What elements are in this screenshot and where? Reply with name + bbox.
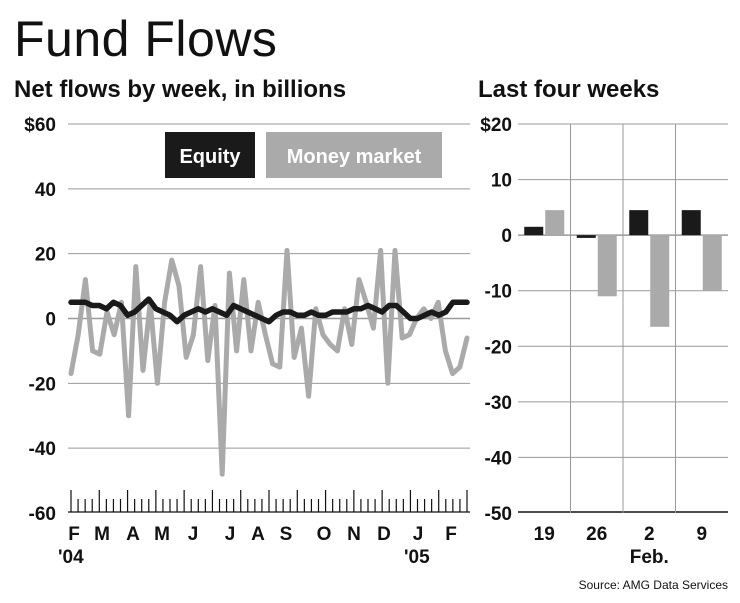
week-label: 2 (644, 524, 655, 545)
chart-title: Fund Flows (14, 11, 278, 67)
legend-label-money-market: Money market (287, 146, 422, 168)
y-tick-label: 0 (45, 310, 56, 331)
line-chart-subtitle: Net flows by week, in billions (14, 76, 347, 103)
y-tick-label: 40 (35, 180, 56, 201)
bar-equity (524, 226, 544, 236)
y-tick-label: -40 (29, 439, 56, 460)
y-tick-label: -20 (29, 374, 56, 395)
legend-swatch-money-market (266, 132, 442, 178)
year-label: '04 (58, 547, 84, 568)
legend-label-equity: Equity (179, 146, 241, 168)
y-tick-label: -30 (485, 393, 512, 414)
month-label: O (317, 524, 332, 545)
bar-money-market (650, 235, 670, 327)
bar-chart-subtitle: Last four weeks (478, 76, 660, 103)
month-label: J (225, 524, 236, 545)
y-tick-label: -40 (485, 448, 512, 469)
y-tick-label: -20 (485, 337, 512, 358)
month-label: J (188, 524, 199, 545)
money-market-line (68, 247, 470, 477)
month-label: Feb. (630, 547, 669, 568)
week-label: 19 (534, 524, 555, 545)
week-label: 26 (586, 524, 607, 545)
y-tick-label: 0 (501, 226, 512, 247)
y-tick-label: -10 (485, 282, 512, 303)
month-label: S (280, 524, 293, 545)
bar-equity (629, 210, 649, 236)
y-tick-label: -60 (29, 504, 56, 525)
month-label: N (347, 524, 361, 545)
month-label: F (445, 524, 457, 545)
month-label: M (94, 524, 110, 545)
week-label: 9 (696, 524, 707, 545)
bar-money-market (545, 210, 565, 236)
month-label: M (154, 524, 170, 545)
bar-money-market (597, 235, 617, 297)
source-note: Source: AMG Data Services (578, 578, 728, 592)
y-tick-label: 10 (491, 171, 512, 192)
month-label: A (126, 524, 140, 545)
year-label: '05 (404, 547, 430, 568)
month-label: A (251, 524, 265, 545)
y-tick-label: $60 (24, 115, 56, 136)
bar-money-market (702, 235, 722, 291)
month-label: F (68, 524, 80, 545)
y-tick-label: 20 (35, 245, 56, 266)
y-tick-label: -50 (485, 504, 512, 525)
last-four-weeks-panel: $20 10 0 -10 -20 -30 -40 -50 19 26 2 9 Feb. (480, 115, 728, 568)
y-tick-label: $20 (480, 115, 512, 136)
bar-equity (681, 210, 701, 236)
legend-swatch-equity (165, 132, 255, 178)
equity-line (68, 296, 470, 325)
month-label: D (377, 524, 391, 545)
month-label: J (413, 524, 424, 545)
bar-equity (576, 235, 596, 238)
